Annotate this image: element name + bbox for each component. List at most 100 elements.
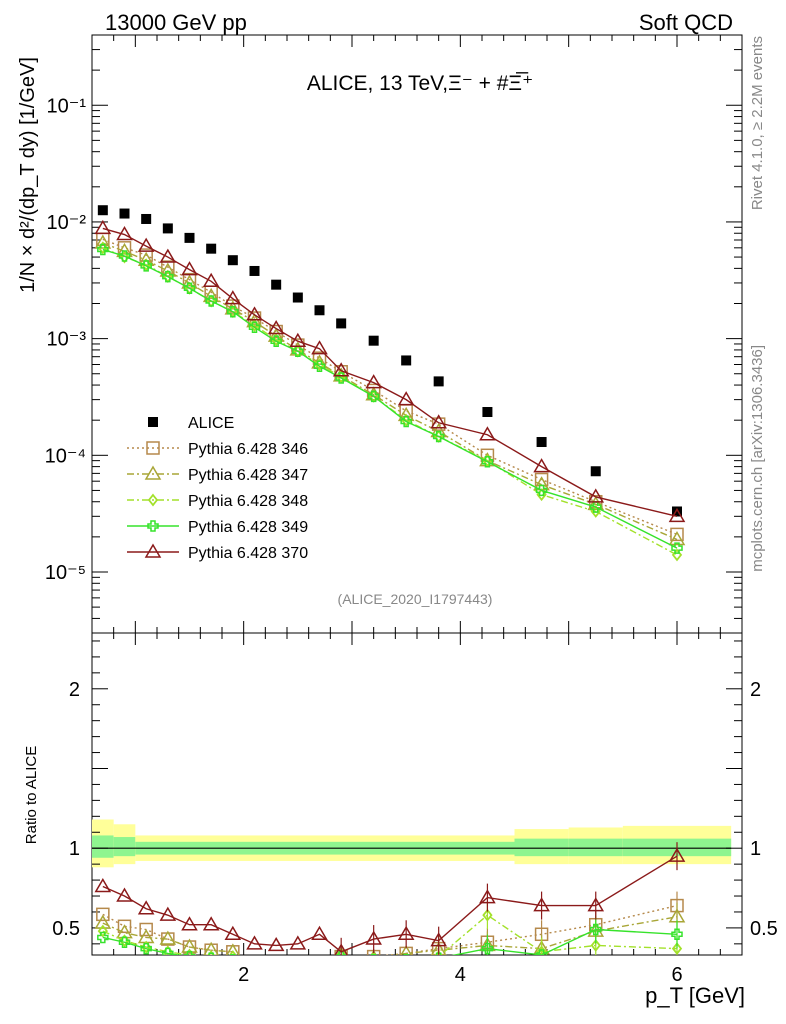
ratio-data-point [430, 941, 447, 955]
mc-data-point [311, 340, 328, 355]
legend-marker [144, 543, 162, 558]
legend-marker [147, 520, 159, 532]
rivet-version: Rivet 4.1.0, ≥ 2.2M events [749, 36, 766, 210]
ratio-data-point [224, 925, 242, 941]
alice-data-point [271, 279, 282, 290]
mc-data-point [432, 430, 445, 443]
ratio-y-tick-label: 0.5 [52, 918, 80, 940]
mc-data-point [289, 332, 307, 347]
band-green-segment [514, 838, 569, 857]
ratio-data-point [397, 925, 415, 941]
ratio-clipped-group [94, 842, 686, 955]
alice-data-point [141, 213, 152, 224]
alice-data-point [672, 506, 682, 517]
ratio-data-point [246, 935, 263, 950]
mc-data-point [590, 501, 602, 513]
ratio-data-point [94, 914, 112, 929]
bottom-panel-frame [91, 632, 743, 956]
mc-data-point [227, 305, 239, 318]
ratio-data-point [482, 908, 493, 922]
mc-data-point [137, 237, 155, 252]
mc-data-point [181, 261, 198, 276]
mc-data-point [479, 426, 496, 441]
ratio-data-point [668, 847, 686, 862]
alice-data-point [292, 292, 303, 303]
alice-data-point [162, 223, 173, 234]
mc-data-point [205, 295, 217, 307]
ratio-series-line [451, 928, 678, 955]
y-tick-label: 10⁻³ [47, 329, 87, 351]
band-green-segment [113, 837, 136, 857]
legend-marker-alice [148, 417, 158, 427]
ratio-data-point [479, 889, 496, 904]
x-tick-label: 2 [238, 964, 249, 986]
legend-label: ALICE [188, 415, 234, 432]
ratio-data-point [97, 931, 109, 944]
mc-data-point [162, 270, 174, 283]
mc-data-point [159, 248, 177, 263]
ratio-data-point [139, 922, 153, 937]
plot-title: ALICE, 13 TeV,Ξ⁻ + #Ξ̅⁺ [307, 72, 533, 95]
alice-data-point [433, 376, 444, 387]
legend-marker [144, 465, 162, 480]
ratio-data-point [587, 897, 605, 912]
ratio-data-point [94, 877, 112, 893]
ratio-data-point [140, 942, 152, 955]
mc-data-point [332, 362, 350, 377]
ratio-data-point [370, 954, 377, 955]
alice-data-point [368, 335, 379, 346]
top-panel-frame [91, 34, 743, 634]
mc-data-point [94, 219, 112, 235]
ratio-series-layer [94, 842, 686, 955]
ratio-data-point [226, 943, 240, 955]
ratio-series-line [102, 936, 184, 955]
mc-data-point [397, 391, 415, 406]
legend-label: Pythia 6.428 347 [188, 467, 308, 484]
mc-data-point [248, 321, 261, 334]
ratio-y-tick-label-right: 0.5 [750, 918, 778, 940]
mc-data-point [668, 530, 686, 546]
mc-data-point [400, 415, 412, 428]
ratio-data-point [430, 932, 447, 947]
mc-data-point [117, 241, 132, 255]
ratio-data-point [365, 930, 382, 945]
ratio-data-point [118, 936, 131, 948]
mc-data-point [183, 282, 196, 295]
ratio-data-point [267, 936, 285, 952]
mc-data-point [533, 458, 550, 473]
ratio-y-tick-label-right: 2 [750, 679, 761, 701]
y-axis-label-top: 1/N × d²/(dp_T dy) [1/GeV] [17, 57, 39, 293]
ratio-uncertainty-band [92, 819, 732, 868]
ratio-series-line [341, 916, 678, 955]
ratio-data-point [403, 954, 409, 955]
ratio-data-point [671, 928, 683, 941]
band-green-segment [568, 838, 623, 857]
alice-data-point [336, 318, 347, 329]
ratio-series-line [341, 914, 678, 955]
y-axis-label-bottom: Ratio to ALICE [23, 746, 40, 844]
ratio-data-point [533, 897, 550, 912]
mc-data-point [668, 507, 686, 523]
mcplots-credit: mcplots.cern.ch [arXiv:1306.3436] [749, 345, 766, 572]
alice-data-point [206, 243, 217, 254]
legend-marker [147, 493, 159, 507]
mc-series-line [102, 248, 678, 549]
mc-data-point [224, 300, 242, 315]
mc-data-point [587, 488, 605, 503]
mc-data-point [182, 272, 197, 287]
ratio-data-point [137, 900, 155, 915]
x-tick-label: 6 [671, 964, 682, 986]
mc-data-point [161, 260, 175, 274]
alice-data-point [482, 407, 493, 418]
ratio-data-point [481, 942, 494, 955]
alice-data-point [119, 208, 130, 219]
mc-data-point [270, 335, 282, 347]
header-category: Soft QCD [639, 10, 733, 35]
ratio-data-point [117, 919, 132, 934]
ratio-data-point [96, 907, 110, 922]
ratio-y-tick-label: 1 [69, 838, 80, 860]
ratio-data-point [404, 953, 408, 955]
y-tick-label: 10⁻⁵ [45, 562, 86, 584]
ratio-series-line [102, 855, 678, 953]
